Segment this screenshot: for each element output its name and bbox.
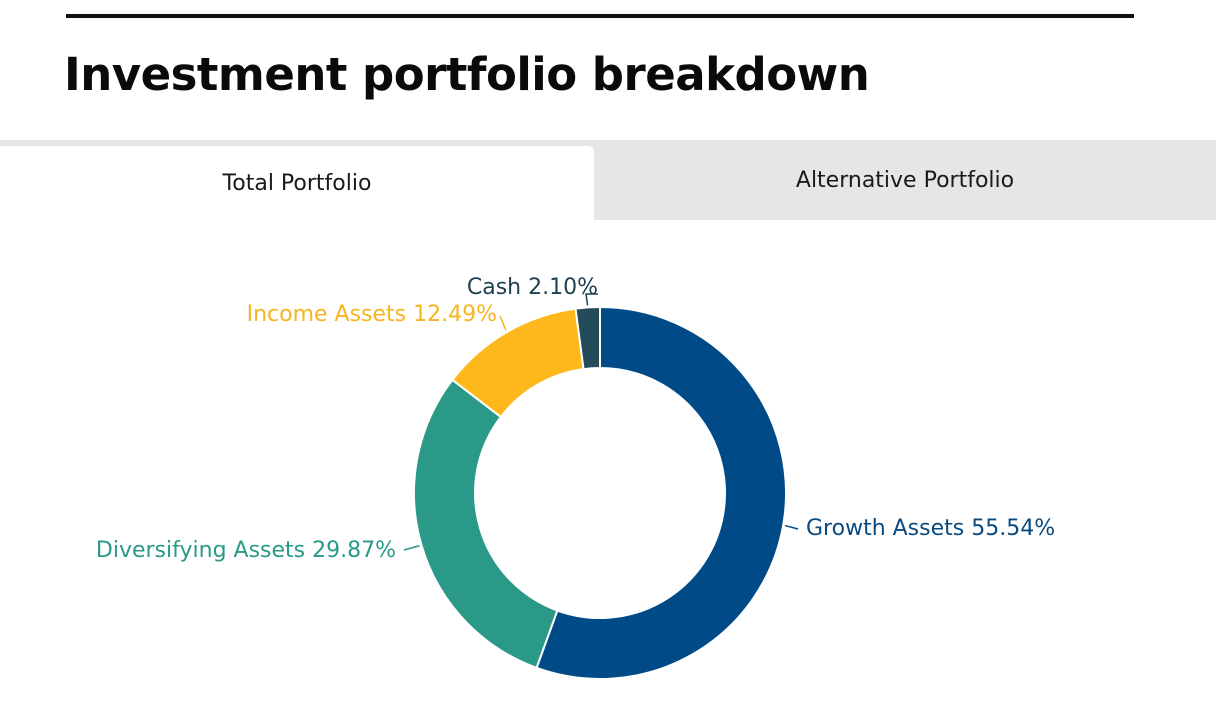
connector-growth-assets [784, 524, 799, 530]
label-cash: Cash 2.10% [467, 275, 598, 300]
donut-chart: Growth Assets 55.54% Diversifying Assets … [96, 275, 1055, 680]
top-rule [66, 14, 1134, 18]
connector-cash [585, 293, 598, 306]
label-income-assets: Income Assets 12.49% [247, 302, 497, 327]
label-diversifying-assets: Diversifying Assets 29.87% [96, 538, 396, 563]
slice-growth-assets[interactable] [535, 305, 787, 680]
tab-alternative-portfolio[interactable]: Alternative Portfolio [795, 167, 1015, 193]
slice-diversifying-assets[interactable] [413, 378, 559, 670]
tab-total-portfolio[interactable]: Total Portfolio [0, 146, 594, 220]
connector-diversifying-assets [403, 545, 420, 551]
slice-cash[interactable] [574, 305, 601, 371]
connector-income-assets [499, 315, 507, 331]
page-title: Investment portfolio breakdown [64, 48, 870, 101]
label-growth-assets: Growth Assets 55.54% [806, 516, 1055, 541]
tab-bar: Total Portfolio Alternative Portfolio [0, 140, 1216, 220]
